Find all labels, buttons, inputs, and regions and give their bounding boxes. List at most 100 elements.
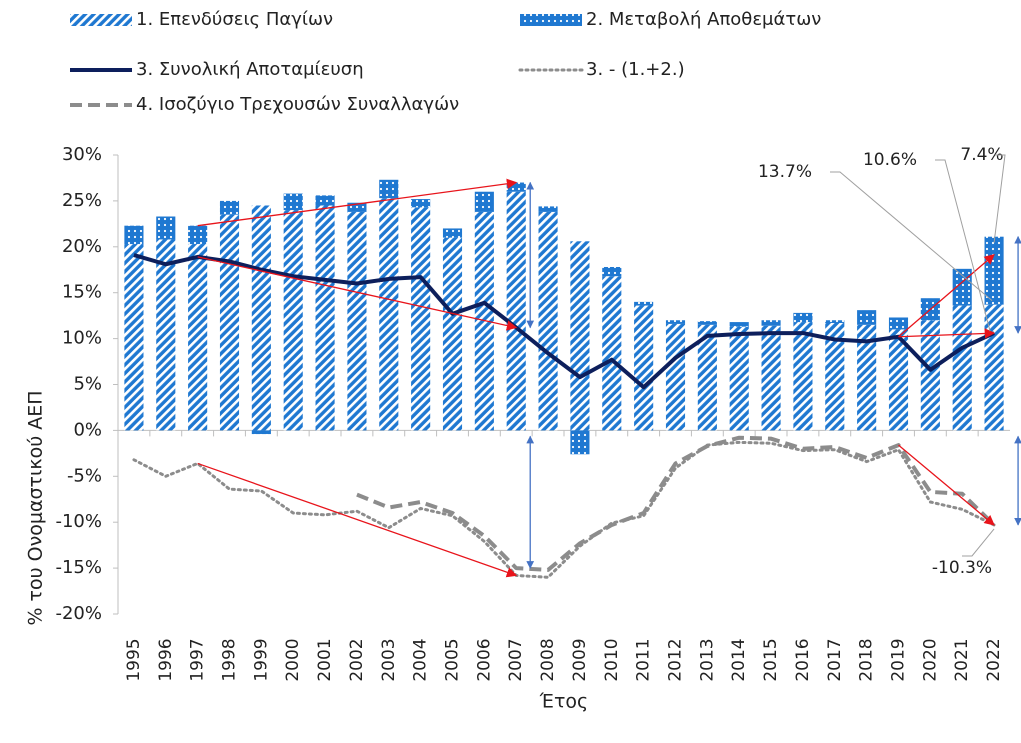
bar [602,266,622,277]
x-tick-label: 2000 [283,638,303,681]
line-series [133,253,995,390]
bar [156,216,176,240]
data-label: -10.3% [932,558,992,578]
y-tick-label: -20% [55,603,102,624]
bar [857,324,877,431]
legend-label: 3. Συνολική Αποταμίευση [136,59,364,80]
bar [793,312,813,323]
line-series [132,440,996,579]
x-tick-label: 2018 [857,638,877,681]
x-tick-label: 2002 [347,638,367,681]
x-tick-label: 2010 [602,638,622,681]
trend-arrow [898,328,996,339]
bar [697,324,717,431]
x-tick-label: 2015 [761,638,781,681]
bar [442,237,463,431]
x-tick-label: 2004 [411,638,431,681]
legend-swatch [70,14,132,26]
x-tick-label: 1998 [220,638,240,681]
bar [538,206,558,212]
x-tick-label: 2014 [729,638,749,681]
y-tick-label: 0% [73,419,102,440]
bar [634,305,654,431]
y-tick-label: 10% [62,328,102,349]
x-tick-label: 2001 [315,638,335,681]
x-tick-label: 2019 [889,638,909,681]
bar [665,320,686,324]
bar [729,322,749,327]
bar [283,193,303,211]
bar [347,211,367,431]
bar [697,321,717,325]
leader-line [962,528,995,557]
data-label: 13.7% [758,162,812,182]
bar [379,179,399,199]
line-series [356,435,996,572]
x-tick-label: 2011 [634,638,654,681]
x-tick-label: 1995 [124,638,144,681]
bar [888,317,909,330]
legend-label: 3. - (1.+2.) [586,59,685,80]
bar [920,320,940,431]
legend-label: 2. Μεταβολή Αποθεμάτων [586,9,821,30]
bar [570,241,590,431]
bar [251,430,271,435]
bar [347,202,367,212]
y-tick-label: 20% [62,236,102,257]
y-tick-label: -15% [55,557,102,578]
bar [251,205,271,431]
x-axis-title: Έτος [539,691,588,713]
bar [506,191,526,431]
bar [952,305,972,431]
bar [825,322,845,431]
x-tick-label: 2012 [666,638,686,681]
x-tick-label: 2007 [506,638,526,681]
x-tick-label: 2020 [920,638,940,681]
x-tick-label: 2006 [474,638,494,681]
bar [379,198,399,431]
x-tick-label: 1996 [156,638,176,681]
data-label: 7.4% [960,145,1003,165]
trend-arrow [898,254,995,338]
trend-arrow [197,178,518,227]
trend-arrow [197,256,518,331]
y-tick-label: 5% [73,374,102,395]
bar [283,210,303,431]
bar [315,195,335,206]
x-tick-label: 2017 [825,638,845,681]
x-tick-label: 2008 [538,638,558,681]
y-tick-label: 25% [62,190,102,211]
bar [761,320,781,326]
y-tick-label: -10% [55,511,102,532]
bar [124,244,144,431]
y-tick-label: 30% [62,144,102,165]
y-axis-title: % του Ονομαστικού ΑΕΠ [25,390,47,625]
bar [156,239,176,431]
bar [729,326,749,431]
trend-arrow [197,462,518,578]
bar [825,320,845,323]
y-tick-label: 15% [62,282,102,303]
bar [188,244,208,431]
x-tick-label: 2022 [984,638,1004,681]
x-tick-label: 2016 [793,638,813,681]
bar [984,236,1004,305]
bar [124,225,144,245]
data-label: 10.6% [863,150,917,170]
x-tick-label: 2021 [952,638,972,681]
bar [188,225,208,245]
bar [793,322,813,431]
x-tick-label: 1997 [188,638,208,681]
x-tick-label: 2013 [697,638,717,681]
bar [984,304,1004,431]
trend-arrow [898,444,995,526]
x-tick-label: 1999 [251,638,271,681]
bar [761,325,781,431]
bar [570,430,590,455]
bar [857,310,877,325]
bar [219,214,240,431]
bar [411,199,431,208]
x-tick-label: 2003 [379,638,399,681]
bar [219,200,240,215]
